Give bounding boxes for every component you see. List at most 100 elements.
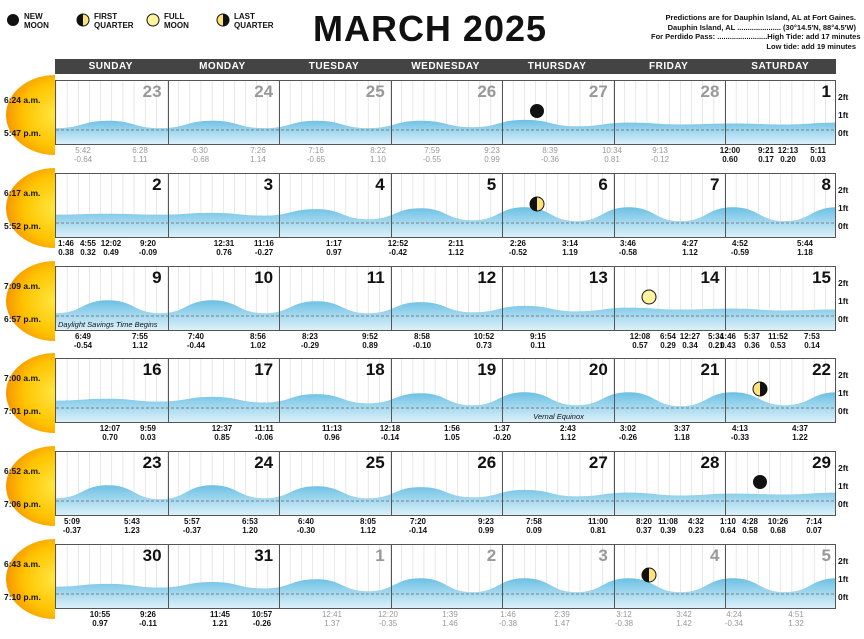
tide-time: 7:16 [308, 146, 324, 155]
day-cell[interactable]: 24 [167, 81, 280, 144]
tide-entry: 2:43 1.12 [555, 424, 581, 442]
day-cell[interactable]: 17 [167, 359, 280, 422]
height-scale: 2ft 1ft 0ft [836, 173, 864, 238]
tide-entry: 9:26 -0.11 [135, 610, 161, 628]
tide-graph: 9 Daylight Savings Time Begins 10 11 12 13 14 1… [55, 266, 836, 331]
tide-height: 0.81 [604, 154, 620, 164]
sunset-time: 5:47 p.m. [4, 128, 41, 138]
day-cell[interactable]: 20 Vernal Equinox [502, 359, 614, 422]
tide-height: 1.12 [560, 432, 576, 442]
tide-time: 5:43 [123, 517, 140, 526]
day-cell[interactable]: 12 [390, 267, 503, 330]
day-cell[interactable]: 2 [56, 174, 168, 237]
tide-time: 7:59 [424, 146, 440, 155]
day-cell[interactable]: 28 [613, 81, 726, 144]
tide-time: 4:24 [726, 610, 742, 619]
tide-time: 11:13 [321, 424, 343, 433]
sunset-time: 7:10 p.m. [4, 592, 41, 602]
day-cell[interactable]: 1 [279, 545, 391, 608]
day-cell[interactable]: 19 [390, 359, 503, 422]
date-number: 13 [588, 268, 608, 287]
tide-time: 1:56 [443, 424, 460, 433]
tide-time: 4:52 [731, 239, 748, 248]
tide-height: 0.37 [636, 525, 652, 535]
scale-label: 1ft [838, 481, 849, 491]
day-cell[interactable]: 23 [56, 81, 168, 144]
day-cell[interactable]: 2 [390, 545, 503, 608]
tide-height: 0.36 [744, 340, 760, 350]
tide-entry: 3:14 1.19 [557, 239, 583, 257]
tide-time: 12:02 [100, 239, 122, 248]
day-cell[interactable]: 3 [167, 174, 280, 237]
day-cell[interactable]: 27 [502, 452, 614, 515]
tide-height: 1.10 [370, 154, 386, 164]
day-cell[interactable]: 7 [613, 174, 726, 237]
day-cell[interactable]: 26 [390, 452, 503, 515]
tide-height: -0.33 [730, 432, 750, 442]
last-quarter-icon [752, 381, 768, 402]
date-number: 5 [486, 175, 497, 194]
tide-entry: 4:37 1.22 [787, 424, 813, 442]
tide-height: -0.30 [296, 525, 316, 535]
tide-entry: 7:59 -0.55 [419, 146, 445, 164]
sun-times: 6:24 a.m. 5:47 p.m. [0, 72, 55, 164]
tide-entry: 5:44 1.18 [792, 239, 818, 257]
tide-wave [56, 81, 835, 144]
day-cell[interactable]: 30 [56, 545, 168, 608]
day-cell[interactable]: 23 [56, 452, 168, 515]
day-cell[interactable]: 29 [725, 452, 835, 515]
day-cell[interactable]: 8 [725, 174, 835, 237]
first-quarter-icon [641, 567, 657, 588]
tide-height: 1.14 [250, 154, 266, 164]
day-cell[interactable]: 22 [725, 359, 835, 422]
day-cell[interactable]: 6 [502, 174, 614, 237]
day-cell[interactable]: 27 [502, 81, 614, 144]
day-cell[interactable]: 18 [279, 359, 391, 422]
day-cell[interactable]: 24 [167, 452, 280, 515]
day-cell[interactable]: 1 [725, 81, 835, 144]
day-cell[interactable]: 16 [56, 359, 168, 422]
tide-time: 3:02 [619, 424, 636, 433]
weekday-label: WEDNESDAY [411, 61, 480, 72]
weekday-label: THURSDAY [527, 61, 587, 72]
tide-time: 12:07 [99, 424, 121, 433]
tide-height: -0.65 [306, 154, 326, 164]
tide-entry: 4:13 -0.33 [727, 424, 753, 442]
day-cell[interactable]: 14 [613, 267, 726, 330]
date-number: 24 [254, 82, 274, 101]
tide-entry: 10:26 0.68 [765, 517, 791, 535]
tide-time: 6:30 [192, 146, 208, 155]
day-cell[interactable]: 28 [613, 452, 726, 515]
tide-entry: 10:55 0.97 [87, 610, 113, 628]
day-cell[interactable]: 15 [725, 267, 835, 330]
tide-time: 3:14 [561, 239, 578, 248]
day-cell[interactable]: 4 [613, 545, 726, 608]
day-cell[interactable]: 26 [390, 81, 503, 144]
date-number: 25 [365, 82, 385, 101]
tide-time: 5:34 [707, 332, 724, 341]
day-cell[interactable]: 5 [390, 174, 503, 237]
date-number: 14 [700, 268, 720, 287]
tide-time: 7:14 [805, 517, 822, 526]
day-cell[interactable]: 25 [279, 81, 391, 144]
day-cell[interactable]: 31 [167, 545, 280, 608]
date-number: 24 [254, 453, 274, 472]
predictions-line-4: Low tide: add 19 minutes [766, 41, 856, 51]
tide-height: 0.49 [103, 247, 119, 257]
tide-time: 1:37 [493, 424, 510, 433]
day-cell[interactable]: 11 [279, 267, 391, 330]
day-cell[interactable]: 13 [502, 267, 614, 330]
tide-height: 0.57 [632, 340, 648, 350]
day-cell[interactable]: 9 Daylight Savings Time Begins [56, 267, 168, 330]
day-cell[interactable]: 3 [502, 545, 614, 608]
day-cell[interactable]: 10 [167, 267, 280, 330]
tide-time: 11:45 [209, 610, 231, 619]
day-cell[interactable]: 21 [613, 359, 726, 422]
tide-entry: 4:27 1.12 [677, 239, 703, 257]
day-cell[interactable]: 25 [279, 452, 391, 515]
day-cell[interactable]: 4 [279, 174, 391, 237]
tide-time: 11:11 [254, 424, 274, 433]
day-cell[interactable]: 5 [725, 545, 835, 608]
tide-entry: 12:13 0.20 [775, 146, 801, 164]
tide-time: 7:58 [525, 517, 542, 526]
